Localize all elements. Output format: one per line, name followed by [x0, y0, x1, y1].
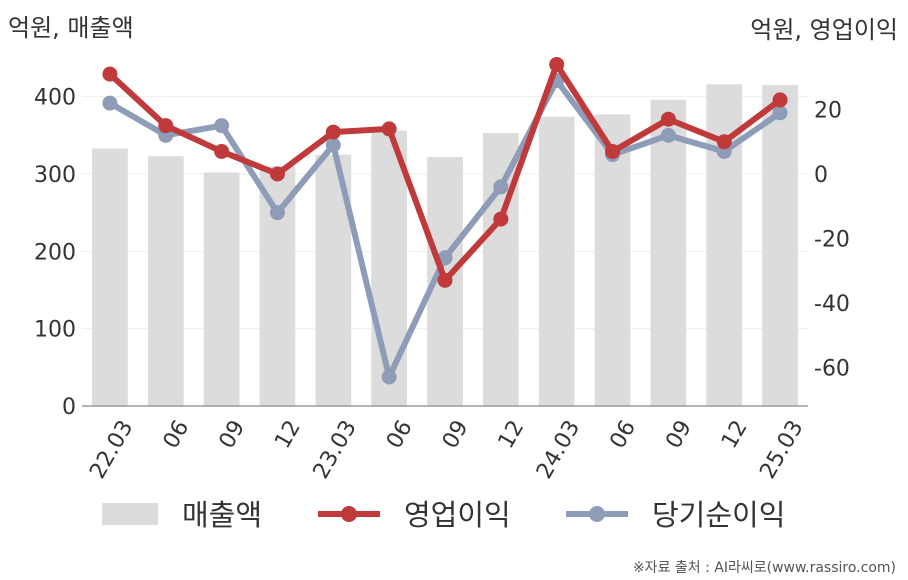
bar-revenue — [203, 172, 240, 406]
point-operating-profit — [158, 118, 174, 134]
x-tick-label: 09 — [214, 416, 250, 453]
legend-label: 매출액 — [182, 498, 262, 532]
right-axis-label: 억원, 영업이익 — [750, 16, 898, 44]
x-tick-label: 09 — [438, 416, 474, 453]
point-net-income — [660, 127, 676, 143]
x-tick-label: 24.03 — [532, 416, 585, 483]
point-operating-profit — [549, 56, 565, 72]
bar-revenue — [762, 85, 798, 407]
x-tick-label: 09 — [661, 416, 697, 453]
legend-item-operating-profit: 영업이익 — [318, 498, 511, 532]
legend-label: 영업이익 — [404, 498, 511, 532]
point-operating-profit — [772, 92, 788, 108]
bar-series-layer — [92, 84, 798, 407]
legend-item-net-income: 당기순이익 — [566, 498, 785, 532]
legend-swatch — [102, 503, 158, 525]
left-tick-label: 0 — [62, 395, 76, 420]
line-series-layer — [102, 56, 788, 385]
point-operating-profit — [660, 111, 676, 127]
point-net-income — [381, 369, 397, 385]
point-operating-profit — [437, 272, 453, 288]
bar-revenue — [259, 166, 296, 406]
point-operating-profit — [325, 124, 341, 140]
bar-revenue — [92, 148, 128, 407]
bar-revenue — [650, 99, 687, 406]
point-operating-profit — [214, 143, 230, 159]
left-tick-label: 200 — [34, 240, 76, 265]
point-operating-profit — [716, 134, 732, 150]
legend-swatch-marker — [341, 506, 357, 522]
right-tick-label: -60 — [814, 356, 850, 381]
legend-swatch-marker — [589, 506, 605, 522]
left-tick-label: 300 — [34, 163, 76, 188]
legend-label: 당기순이익 — [652, 498, 785, 532]
right-tick-label: -40 — [814, 292, 850, 317]
left-tick-label: 100 — [34, 318, 76, 343]
point-operating-profit — [381, 121, 397, 137]
point-net-income — [493, 179, 509, 195]
point-operating-profit — [269, 166, 285, 182]
bar-revenue — [594, 114, 631, 406]
point-operating-profit — [493, 211, 509, 227]
bar-revenue — [147, 156, 184, 406]
x-tick-label: 25.03 — [755, 416, 808, 483]
x-tick-label: 06 — [605, 416, 641, 453]
x-tick-label: 12 — [494, 416, 530, 453]
bar-revenue — [538, 116, 575, 407]
right-tick-label: -20 — [814, 227, 850, 252]
point-operating-profit — [605, 143, 621, 159]
x-tick-label: 06 — [159, 416, 195, 453]
source-footnote: ※자료 출처 : AI라씨로(www.rassiro.com) — [633, 560, 896, 576]
point-operating-profit — [102, 66, 118, 82]
legend-item-revenue: 매출액 — [102, 498, 262, 532]
point-net-income — [325, 137, 341, 153]
point-net-income — [102, 95, 118, 111]
x-tick-label: 06 — [382, 416, 418, 453]
point-net-income — [772, 105, 788, 121]
left-axis-label: 억원, 매출액 — [8, 14, 134, 42]
x-tick-label: 23.03 — [309, 416, 362, 483]
right-tick-label: 0 — [814, 163, 828, 188]
legend: 매출액 영업이익 당기순이익 — [102, 498, 785, 532]
bar-revenue — [482, 133, 519, 406]
x-tick-label: 22.03 — [85, 416, 138, 483]
bar-revenue — [371, 130, 408, 406]
left-tick-label: 400 — [34, 86, 76, 111]
x-tick-label: 12 — [270, 416, 306, 453]
point-net-income — [214, 118, 230, 134]
x-tick-label: 12 — [717, 416, 753, 453]
right-tick-label: 20 — [814, 99, 842, 124]
point-net-income — [269, 205, 285, 221]
